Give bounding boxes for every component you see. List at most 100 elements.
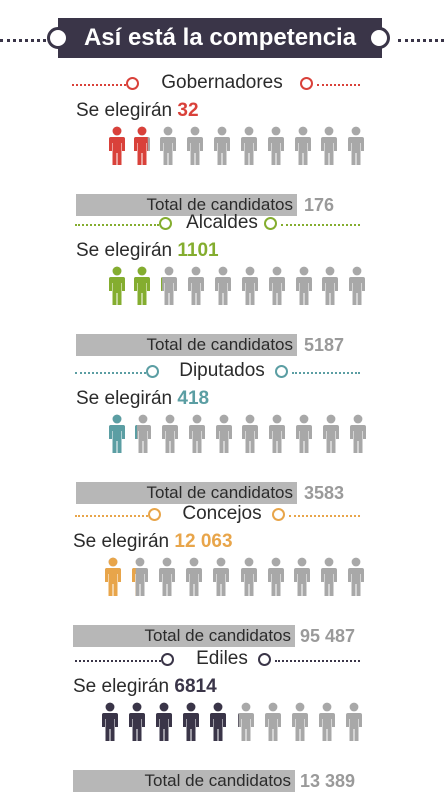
section-title-row: Concejos [0, 503, 444, 527]
people-row [0, 414, 444, 454]
elect-value: 32 [177, 100, 199, 121]
people-row [0, 126, 444, 166]
person-icon [240, 126, 258, 166]
title-dots-right [289, 515, 360, 517]
title-ring-right-icon [300, 77, 313, 90]
person-icon [320, 557, 338, 597]
total-bar: Total de candidatos [73, 625, 295, 647]
person-icon [185, 557, 203, 597]
person-icon [188, 414, 206, 454]
title-ring-left-icon [159, 217, 172, 230]
person-icon [101, 702, 119, 742]
elect-line: Se elegirán 32 [76, 100, 199, 122]
elect-line: Se elegirán 6814 [73, 676, 217, 698]
section-gobernadores: Gobernadores Se elegirán 32 [0, 72, 444, 216]
title-ring-right-icon [272, 508, 285, 521]
total-label: Total de candidatos [146, 483, 294, 502]
title-dots-left [75, 515, 148, 517]
people-row [0, 702, 444, 742]
elect-value: 12 063 [174, 531, 233, 552]
person-icon [345, 702, 363, 742]
total-value: 176 [304, 195, 335, 215]
person-icon [134, 414, 152, 454]
elect-line: Se elegirán 12 063 [73, 531, 233, 553]
total-bar: Total de candidatos [73, 770, 295, 792]
person-icon [348, 266, 366, 306]
section-concejos: Concejos Se elegirán 12 063 [0, 503, 444, 647]
person-icon [347, 557, 365, 597]
person-icon [155, 702, 173, 742]
total-value: 5187 [304, 335, 345, 355]
title-ring-right-icon [264, 217, 277, 230]
person-icon [108, 126, 126, 166]
person-icon [133, 126, 151, 166]
section-title: Gobernadores [161, 72, 283, 93]
person-icon [108, 266, 126, 306]
person-icon [295, 414, 313, 454]
header-ring-right-icon [368, 27, 390, 49]
title-dots-right [281, 224, 360, 226]
person-icon [237, 702, 255, 742]
person-icon [131, 557, 149, 597]
section-diputados: Diputados Se elegirán 418 [0, 360, 444, 504]
person-icon [295, 266, 313, 306]
person-icon [215, 414, 233, 454]
person-icon [267, 557, 285, 597]
title-dots-right [317, 84, 360, 86]
header: Así está la competencia [0, 14, 444, 64]
person-icon [268, 266, 286, 306]
total-label: Total de candidatos [146, 195, 294, 214]
elect-line: Se elegirán 1101 [76, 240, 219, 262]
title-ring-left-icon [161, 653, 174, 666]
section-title: Diputados [179, 360, 265, 381]
person-icon [182, 702, 200, 742]
total-label: Total de candidatos [144, 771, 292, 790]
total-value: 95 487 [300, 626, 356, 646]
person-icon [264, 702, 282, 742]
person-icon [294, 126, 312, 166]
total-bar: Total de candidatos [76, 482, 297, 504]
header-dots-right [398, 39, 444, 42]
title-ring-left-icon [126, 77, 139, 90]
title-ring-right-icon [275, 365, 288, 378]
person-icon [209, 702, 227, 742]
section-title-row: Alcaldes [0, 212, 444, 236]
title-dots-left [72, 84, 126, 86]
elect-line: Se elegirán 418 [76, 388, 209, 410]
title-dots-left [75, 372, 146, 374]
section-ediles: Ediles Se elegirán 6814 [0, 648, 444, 792]
section-title-row: Diputados [0, 360, 444, 384]
header-dots-left [0, 39, 46, 42]
person-icon [322, 414, 340, 454]
section-title-row: Ediles [0, 648, 444, 672]
person-icon [213, 126, 231, 166]
section-title-row: Gobernadores [0, 72, 444, 96]
people-row [0, 266, 444, 306]
person-icon [186, 126, 204, 166]
person-icon [293, 557, 311, 597]
total-bar: Total de candidatos [76, 194, 297, 216]
person-icon [104, 557, 122, 597]
person-icon [160, 266, 178, 306]
person-icon [321, 266, 339, 306]
elect-value: 1101 [177, 240, 219, 261]
elect-value: 418 [177, 388, 210, 409]
title-ring-left-icon [146, 365, 159, 378]
page-title: Así está la competencia [58, 18, 382, 58]
person-icon [128, 702, 146, 742]
elect-value: 6814 [174, 676, 217, 697]
section-alcaldes: Alcaldes Se elegirán 1101 [0, 212, 444, 356]
elect-prefix: Se elegirán [76, 388, 173, 409]
total-label: Total de candidatos [146, 335, 294, 354]
person-icon [161, 414, 179, 454]
person-icon [133, 266, 151, 306]
person-icon [158, 557, 176, 597]
total-value: 3583 [304, 483, 345, 503]
elect-prefix: Se elegirán [76, 240, 173, 261]
person-icon [320, 126, 338, 166]
person-icon [212, 557, 230, 597]
header-ring-left-icon [47, 27, 69, 49]
person-icon [347, 126, 365, 166]
person-icon [291, 702, 309, 742]
person-icon [241, 266, 259, 306]
